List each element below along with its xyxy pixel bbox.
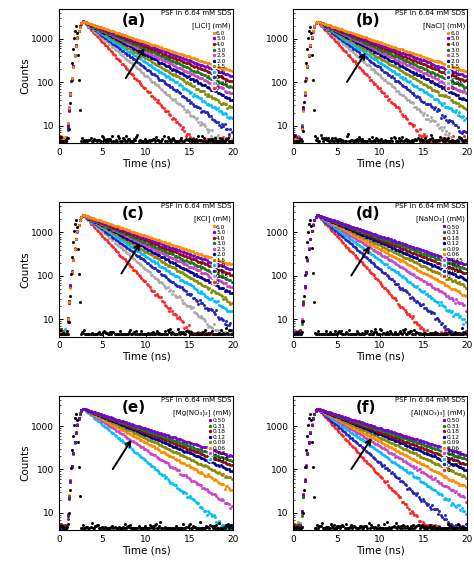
Legend: 6.0, 5.0, 4.0, 3.0, 2.5, 2.0, 1.5, 1.0, 0.5, 0.25, 0: 6.0, 5.0, 4.0, 3.0, 2.5, 2.0, 1.5, 1.0, … (447, 30, 464, 92)
Y-axis label: Counts: Counts (20, 251, 30, 287)
Text: (e): (e) (122, 400, 146, 414)
X-axis label: Time (ns): Time (ns) (122, 545, 170, 556)
Legend: 6.0, 5.0, 4.0, 3.0, 2.5, 2.0, 1.5, 1.0, 0.5, 0.25, 0: 6.0, 5.0, 4.0, 3.0, 2.5, 2.0, 1.5, 1.0, … (212, 30, 230, 92)
Legend: 0.50, 0.31, 0.18, 0.12, 0.09, 0.06, 0.03, 0.015: 0.50, 0.31, 0.18, 0.12, 0.09, 0.06, 0.03… (209, 417, 230, 463)
Y-axis label: Counts: Counts (20, 445, 30, 481)
X-axis label: Time (ns): Time (ns) (356, 352, 404, 362)
Text: [NaNO₃] (mM): [NaNO₃] (mM) (416, 215, 465, 222)
Text: PSF in 6.64 mM SDS: PSF in 6.64 mM SDS (161, 397, 231, 403)
Text: PSF in 6.64 mM SDS: PSF in 6.64 mM SDS (161, 204, 231, 209)
Legend: 6.0, 5.0, 4.0, 3.0, 2.5, 2.0, 1.5, 1.0, 0.5, 0.25, 0: 6.0, 5.0, 4.0, 3.0, 2.5, 2.0, 1.5, 1.0, … (212, 224, 230, 286)
Legend: 0.50, 0.31, 0.18, 0.12, 0.09, 0.06, 0.045, 0.03, 0.015, 0: 0.50, 0.31, 0.18, 0.12, 0.09, 0.06, 0.04… (443, 417, 464, 473)
Text: PSF in 6.64 mM SDS: PSF in 6.64 mM SDS (395, 10, 465, 16)
Y-axis label: Counts: Counts (20, 57, 30, 94)
Text: [NaCl] (mM): [NaCl] (mM) (423, 22, 465, 29)
X-axis label: Time (ns): Time (ns) (356, 545, 404, 556)
Legend: 0.50, 0.31, 0.18, 0.12, 0.09, 0.06, 0.045, 0.03, 0.015, 0: 0.50, 0.31, 0.18, 0.12, 0.09, 0.06, 0.04… (443, 224, 464, 280)
Text: (d): (d) (356, 206, 380, 221)
Text: PSF in 6.64 mM SDS: PSF in 6.64 mM SDS (161, 10, 231, 16)
Text: (c): (c) (122, 206, 145, 221)
Text: [Al(NO₃)₃] (mM): [Al(NO₃)₃] (mM) (411, 409, 465, 416)
X-axis label: Time (ns): Time (ns) (122, 352, 170, 362)
Text: [LiCl] (mM): [LiCl] (mM) (192, 22, 231, 29)
Text: PSF in 6.64 mM SDS: PSF in 6.64 mM SDS (395, 397, 465, 403)
Text: (b): (b) (356, 12, 381, 28)
X-axis label: Time (ns): Time (ns) (122, 158, 170, 168)
Text: (a): (a) (122, 12, 146, 28)
Text: [Mg(NO₃)₂] (mM): [Mg(NO₃)₂] (mM) (173, 409, 231, 416)
Text: PSF in 6.64 mM SDS: PSF in 6.64 mM SDS (395, 204, 465, 209)
X-axis label: Time (ns): Time (ns) (356, 158, 404, 168)
Text: [KCl] (mM): [KCl] (mM) (194, 215, 231, 222)
Text: (f): (f) (356, 400, 376, 414)
